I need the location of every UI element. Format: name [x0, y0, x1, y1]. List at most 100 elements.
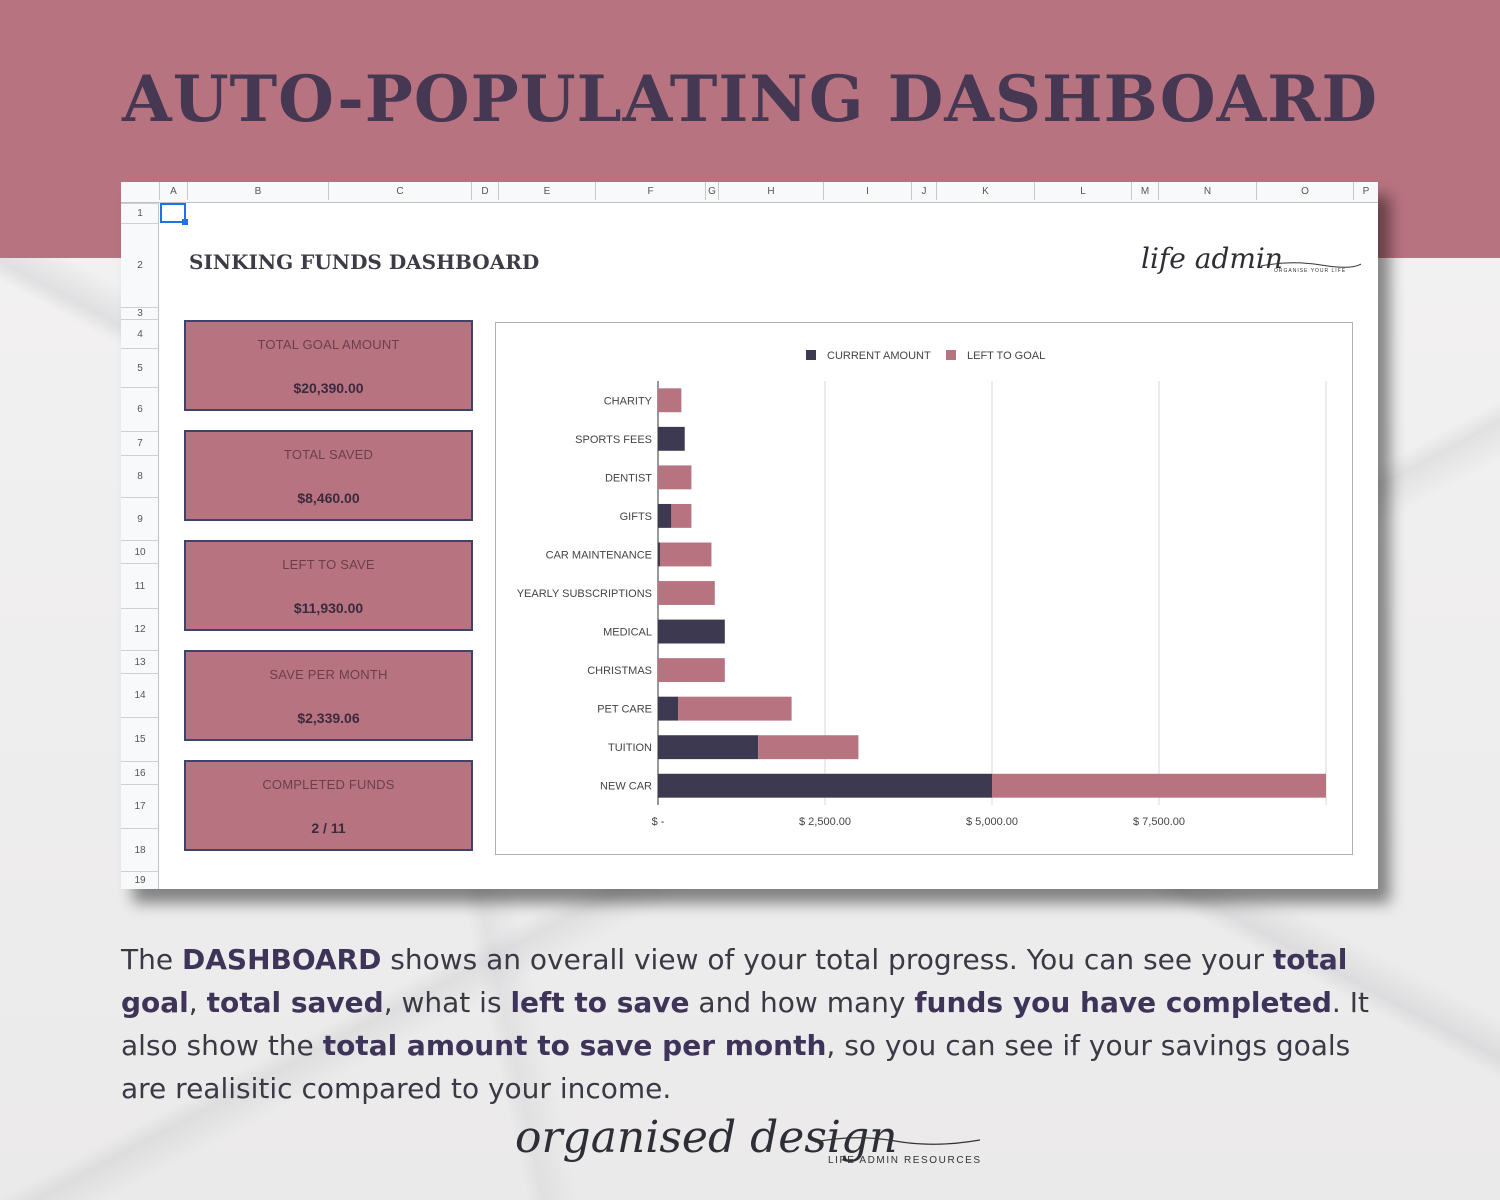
footer-swoosh-icon: [815, 1137, 980, 1145]
bar-current: [658, 696, 679, 721]
column-header-f[interactable]: F: [595, 182, 705, 200]
row-header-5[interactable]: 5: [121, 348, 159, 387]
card-save-per-month: SAVE PER MONTH $2,339.06: [184, 650, 473, 741]
x-tick-label: $ 7,500.00: [1133, 816, 1185, 828]
row-header-9[interactable]: 9: [121, 497, 159, 540]
card-label: COMPLETED FUNDS: [262, 777, 395, 792]
category-label: CHRISTMAS: [587, 665, 652, 677]
description-text: The DASHBOARD shows an overall view of y…: [121, 938, 1401, 1110]
bar-current: [658, 773, 992, 798]
selected-cell[interactable]: [160, 203, 188, 225]
column-header-g[interactable]: G: [705, 182, 718, 200]
footer-logo-script: organised design: [515, 1112, 898, 1163]
description-emphasis: DASHBOARD: [181, 943, 382, 976]
category-label: CAR MAINTENANCE: [546, 549, 652, 561]
description-fragment: and how many: [689, 986, 915, 1019]
footer-logo-tagline: LIFE ADMIN RESOURCES: [828, 1155, 982, 1166]
row-header-13[interactable]: 13: [121, 650, 159, 673]
column-header-n[interactable]: N: [1158, 182, 1256, 200]
dashboard-title: SINKING FUNDS DASHBOARD: [189, 250, 540, 274]
row-header-4[interactable]: 4: [121, 319, 159, 348]
category-label: NEW CAR: [600, 781, 652, 793]
description-fragment: The: [121, 943, 182, 976]
category-label: MEDICAL: [603, 627, 652, 639]
card-total-goal: TOTAL GOAL AMOUNT $20,390.00: [184, 320, 473, 411]
description-emphasis: total goal: [121, 943, 1348, 1019]
category-label: GIFTS: [620, 511, 652, 523]
column-header-c[interactable]: C: [328, 182, 471, 200]
x-tick-label: $ 5,000.00: [966, 816, 1018, 828]
description-fragment: . It also show the: [121, 986, 1369, 1062]
card-completed-funds: COMPLETED FUNDS 2 / 11: [184, 760, 473, 851]
row-header-10[interactable]: 10: [121, 540, 159, 563]
description-fragment: ,: [188, 986, 207, 1019]
category-label: PET CARE: [597, 704, 652, 716]
column-header-m[interactable]: M: [1131, 182, 1158, 200]
row-header-7[interactable]: 7: [121, 431, 159, 455]
row-header-11[interactable]: 11: [121, 563, 159, 608]
column-header-o[interactable]: O: [1256, 182, 1353, 200]
card-value: 2 / 11: [311, 820, 346, 836]
bar-left-to-goal: [658, 465, 692, 490]
bar-left-to-goal: [660, 542, 712, 567]
card-value: $2,339.06: [297, 710, 360, 726]
description-emphasis: total saved: [206, 986, 384, 1019]
bar-current: [658, 619, 725, 644]
bar-left-to-goal: [671, 503, 692, 528]
category-label: SPORTS FEES: [575, 434, 652, 446]
row-header-8[interactable]: 8: [121, 455, 159, 497]
legend-swatch: [806, 350, 816, 360]
column-header-l[interactable]: L: [1034, 182, 1131, 200]
column-header-j[interactable]: J: [911, 182, 936, 200]
row-header-6[interactable]: 6: [121, 387, 159, 431]
column-header-k[interactable]: K: [936, 182, 1034, 200]
card-label: SAVE PER MONTH: [269, 667, 388, 682]
column-header-i[interactable]: I: [823, 182, 911, 200]
bar-current: [658, 503, 672, 528]
column-header-b[interactable]: B: [187, 182, 328, 200]
column-header-e[interactable]: E: [498, 182, 595, 200]
column-header-h[interactable]: H: [718, 182, 823, 200]
bar-left-to-goal: [658, 388, 682, 413]
logo-swoosh-icon: [1261, 262, 1361, 268]
row-header-14[interactable]: 14: [121, 673, 159, 717]
card-left-to-save: LEFT TO SAVE $11,930.00: [184, 540, 473, 631]
bar-current: [658, 426, 685, 451]
x-tick-label: $ 2,500.00: [799, 816, 851, 828]
page-title: AUTO-POPULATING DASHBOARD: [122, 62, 1378, 137]
row-header-19[interactable]: 19: [121, 871, 159, 889]
bar-current: [658, 735, 759, 760]
bar-current: [658, 542, 661, 567]
logo-script: life admin: [1141, 242, 1283, 275]
row-header-16[interactable]: 16: [121, 761, 159, 784]
column-header-p[interactable]: P: [1353, 182, 1378, 200]
bar-left-to-goal: [758, 735, 859, 760]
card-value: $20,390.00: [293, 380, 364, 396]
bar-left-to-goal: [678, 696, 792, 721]
description-emphasis: funds you have completed: [914, 986, 1332, 1019]
card-value: $8,460.00: [297, 490, 360, 506]
life-admin-logo: life admin ORGANISE YOUR LIFE: [1141, 242, 1361, 282]
funds-chart: $ - $ 2,500.00 $ 5,000.00 $ 7,500.00 CURRENT…: [495, 322, 1353, 855]
organised-design-logo: organised design LIFE ADMIN RESOURCES: [515, 1112, 995, 1182]
legend-swatch: [946, 350, 956, 360]
column-header-d[interactable]: D: [471, 182, 498, 200]
card-label: TOTAL SAVED: [283, 447, 374, 462]
x-tick-label: $ -: [652, 816, 665, 828]
category-label: TUITION: [608, 742, 652, 754]
row-header-3[interactable]: 3: [121, 307, 159, 319]
description-fragment: , so you can see if your savings goals a…: [121, 1029, 1351, 1105]
row-header-18[interactable]: 18: [121, 828, 159, 871]
row-header-1[interactable]: 1: [121, 203, 159, 223]
row-header-15[interactable]: 15: [121, 717, 159, 761]
row-header-2[interactable]: 2: [121, 223, 159, 307]
category-label: CHARITY: [604, 395, 653, 407]
description-fragment: shows an overall view of your total prog…: [381, 943, 1273, 976]
column-header-a[interactable]: A: [159, 182, 187, 200]
description-emphasis: left to save: [510, 986, 690, 1019]
bar-left-to-goal: [658, 581, 715, 605]
row-header-17[interactable]: 17: [121, 784, 159, 828]
row-header-12[interactable]: 12: [121, 608, 159, 650]
